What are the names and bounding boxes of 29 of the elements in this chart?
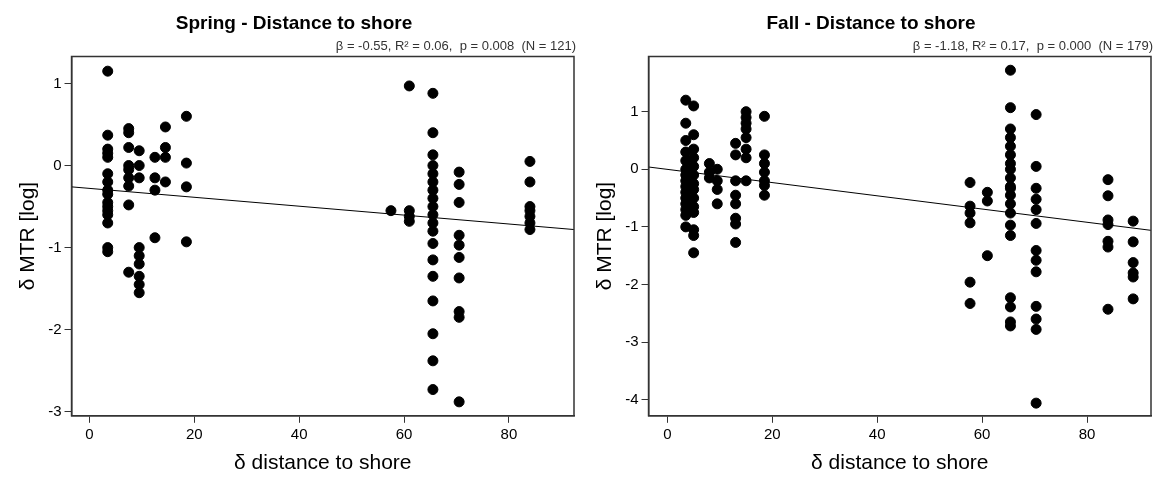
y-tick-label: 0 [630, 159, 639, 177]
x-tick-label: 60 [395, 424, 413, 442]
x-tick-label: 20 [185, 424, 203, 442]
y-tick-label: -3 [48, 401, 62, 419]
chart-title: Fall - Distance to shore [766, 11, 976, 33]
x-tick-label: 20 [763, 424, 781, 442]
x-axis-title: δ distance to shore [811, 450, 989, 474]
chart-subtitle: β = -1.18, R² = 0.17, p = 0.000 (N = 179) [912, 38, 1153, 54]
chart-title: Spring - Distance to shore [175, 11, 413, 33]
y-tick-label: -1 [48, 237, 62, 255]
y-tick-label: -4 [625, 389, 639, 407]
x-tick-label: 80 [500, 424, 518, 442]
y-tick-label: -2 [625, 274, 639, 292]
y-tick-label: 1 [53, 73, 62, 91]
y-axis-title: δ MTR [log] [15, 181, 39, 291]
y-tick-label: -3 [625, 332, 639, 350]
y-tick-label: 0 [53, 155, 62, 173]
x-tick-label: 40 [290, 424, 308, 442]
x-axis-title: δ distance to shore [234, 450, 412, 474]
x-tick-label: 0 [85, 424, 94, 442]
x-tick-label: 0 [663, 424, 672, 442]
y-tick-label: 1 [630, 101, 639, 119]
x-tick-label: 80 [1078, 424, 1096, 442]
y-tick-label: -2 [48, 319, 62, 337]
chart-subtitle: β = -0.55, R² = 0.06, p = 0.008 (N = 121) [335, 38, 576, 54]
y-tick-label: -1 [625, 217, 639, 235]
x-tick-label: 40 [868, 424, 886, 442]
y-axis-title: δ MTR [log] [592, 181, 616, 291]
x-tick-label: 60 [973, 424, 991, 442]
